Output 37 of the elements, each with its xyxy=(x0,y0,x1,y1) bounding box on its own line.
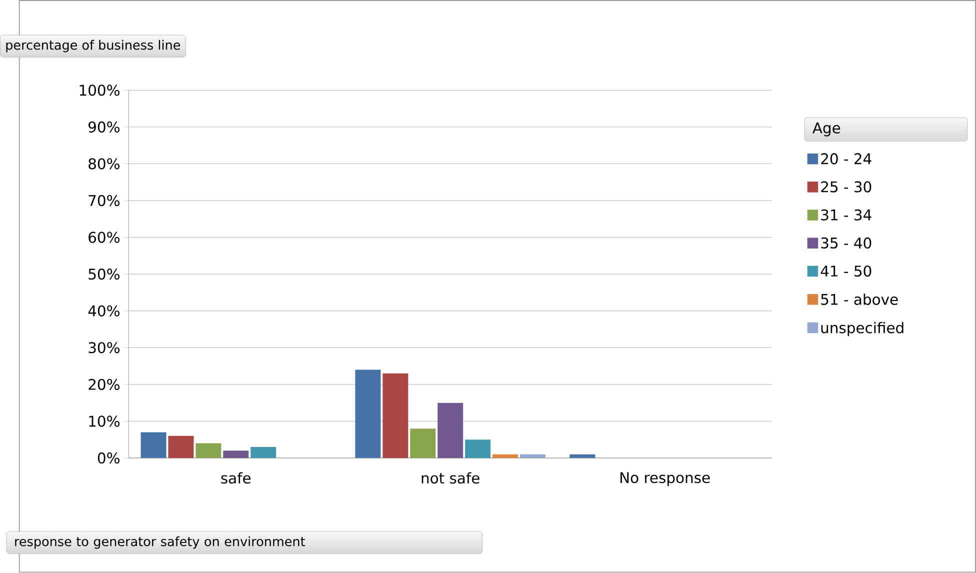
bar xyxy=(382,374,408,458)
legend-label: 41 - 50 xyxy=(820,266,872,277)
legend-label: 31 - 34 xyxy=(821,209,872,221)
bar xyxy=(570,454,596,458)
legend-label: unspecified xyxy=(821,322,904,336)
y-axis-title: percentage of business line xyxy=(6,40,180,52)
bar xyxy=(223,450,249,458)
bar xyxy=(355,370,381,458)
y-tick-label: 80% xyxy=(88,158,120,170)
y-tick-label: 0% xyxy=(98,452,120,464)
y-tick-label: 30% xyxy=(88,342,120,354)
y-tick-label: 100% xyxy=(80,84,120,96)
legend-label: 20 - 24 xyxy=(821,153,872,164)
bar xyxy=(465,440,491,458)
y-tick-label: 50% xyxy=(88,268,120,280)
legend-title: Age xyxy=(812,122,840,136)
y-tick-label: 60% xyxy=(88,232,120,244)
legend-label: 35 - 40 xyxy=(821,238,872,249)
bar xyxy=(438,402,464,458)
y-tick-label: 10% xyxy=(89,416,120,427)
y-tick-label: 40% xyxy=(88,305,120,317)
x-tick-label: No response xyxy=(620,472,710,486)
bar xyxy=(168,436,194,458)
bar xyxy=(140,432,166,458)
x-tick-label: safe xyxy=(221,472,251,484)
bar xyxy=(410,428,436,458)
bar xyxy=(492,454,518,458)
y-tick-label: 20% xyxy=(88,378,120,390)
bar xyxy=(520,454,546,458)
legend-label: 51 - above xyxy=(821,294,898,306)
x-tick-label: not safe xyxy=(422,472,480,484)
bar xyxy=(250,447,276,458)
x-axis-title: response to generator safety on environment xyxy=(15,536,306,549)
legend-label: 25 - 30 xyxy=(821,181,872,193)
y-tick-label: 90% xyxy=(88,122,120,133)
y-tick-label: 70% xyxy=(88,195,120,206)
bar xyxy=(196,443,222,458)
